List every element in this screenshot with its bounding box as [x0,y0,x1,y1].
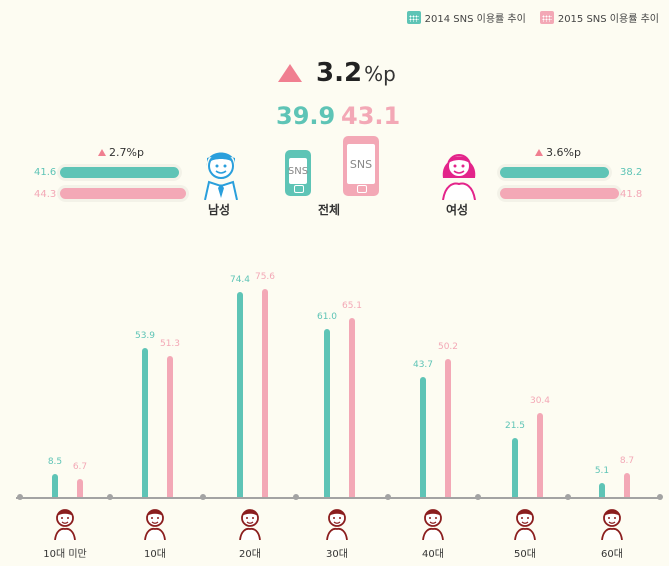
axis-tick-dot [17,494,23,500]
bar-value-label: 50.2 [437,342,459,352]
male-change-value: 2.7%p [109,146,144,159]
legend: 2014 SNS 이용률 추이 2015 SNS 이용률 추이 [406,10,659,25]
bar-value-label: 6.7 [72,462,88,472]
axis-tick-dot [200,494,206,500]
category-label: 50대 [514,549,536,560]
bar-2015-0 [77,479,83,497]
bar-value-label: 30.4 [529,396,551,406]
bar-2015-1 [167,356,173,497]
legend-label-2014: 2014 SNS 이용률 추이 [424,14,526,25]
axis-tick-dot [385,494,391,500]
bar-value-label: 5.1 [594,466,610,476]
male-change: 2.7%p [98,146,144,159]
total-2014-value: 39.9 [276,102,336,130]
total-change-unit: %p [364,62,396,86]
category-label: 30대 [326,549,348,560]
bar-value-label: 51.3 [159,339,181,349]
phone-2014-icon: SNS [285,150,311,196]
calendar-icon [539,11,554,24]
category-label: 40대 [422,549,444,560]
bar-value-label: 8.5 [47,457,63,467]
person-icon [239,509,261,540]
axis-tick-dot [565,494,571,500]
person-icon [326,509,348,540]
total-label: 전체 [318,203,341,217]
calendar-icon [406,11,421,24]
bar-2014-0 [52,474,58,497]
axis-tick-dot [293,494,299,500]
axis-tick-dot [657,494,663,500]
bar-2015-4 [445,359,451,497]
axis-tick-dot [475,494,481,500]
person-icon [514,509,536,540]
person-icon [422,509,444,540]
bar-value-label: 61.0 [316,312,338,322]
female-label: 여성 [446,203,469,217]
bar-value-label: 21.5 [504,421,526,431]
category-label: 20대 [239,549,261,560]
category-label: 10대 [144,549,166,560]
male-label: 남성 [208,203,231,217]
category-label: 10대 미만 [43,549,87,560]
bar-2014-4 [420,377,426,497]
category-label: 60대 [601,549,623,560]
bar-2015-3 [349,318,355,497]
male-2015-value: 44.3 [34,189,57,200]
bar-2015-2 [262,289,268,497]
up-triangle-icon [98,149,106,156]
female-2014-value: 38.2 [620,167,643,178]
male-2014-value: 41.6 [34,167,57,178]
bar-2014-6 [599,483,605,497]
up-triangle-icon [278,64,302,82]
bar-value-label: 65.1 [341,301,363,311]
bar-2015-5 [537,413,543,497]
male-2014-bar [60,167,179,178]
legend-item-2014: 2014 SNS 이용률 추이 [406,10,526,25]
bar-value-label: 43.7 [412,360,434,370]
axis-tick-dot [107,494,113,500]
male-2015-bar [60,188,186,199]
total-change: 3.2 %p [278,58,396,88]
bar-value-label: 53.9 [134,331,156,341]
bar-value-label: 75.6 [254,272,276,282]
man-icon [204,152,238,200]
total-2015-value: 43.1 [341,102,401,130]
bar-value-label: 74.4 [229,275,251,285]
female-2014-bar [500,167,609,178]
phone-screen-label: SNS [347,144,375,184]
female-change-value: 3.6%p [546,146,581,159]
bar-value-label: 8.7 [619,456,635,466]
female-change: 3.6%p [535,146,581,159]
bar-2014-1 [142,348,148,497]
person-icon [144,509,166,540]
phone-screen-label: SNS [288,158,308,184]
bar-2015-6 [624,473,630,497]
total-change-value: 3.2 [316,58,363,88]
bar-2014-5 [512,438,518,497]
female-2015-bar [500,188,619,199]
bar-2014-3 [324,329,330,497]
x-axis-baseline [16,497,660,499]
person-icon [54,509,76,540]
woman-icon [442,154,476,200]
female-2015-value: 41.8 [620,189,643,200]
bar-2014-2 [237,292,243,497]
phone-2015-icon: SNS [343,136,379,196]
legend-label-2015: 2015 SNS 이용률 추이 [557,14,659,25]
person-icon [601,509,623,540]
up-triangle-icon [535,149,543,156]
legend-item-2015: 2015 SNS 이용률 추이 [539,10,659,25]
